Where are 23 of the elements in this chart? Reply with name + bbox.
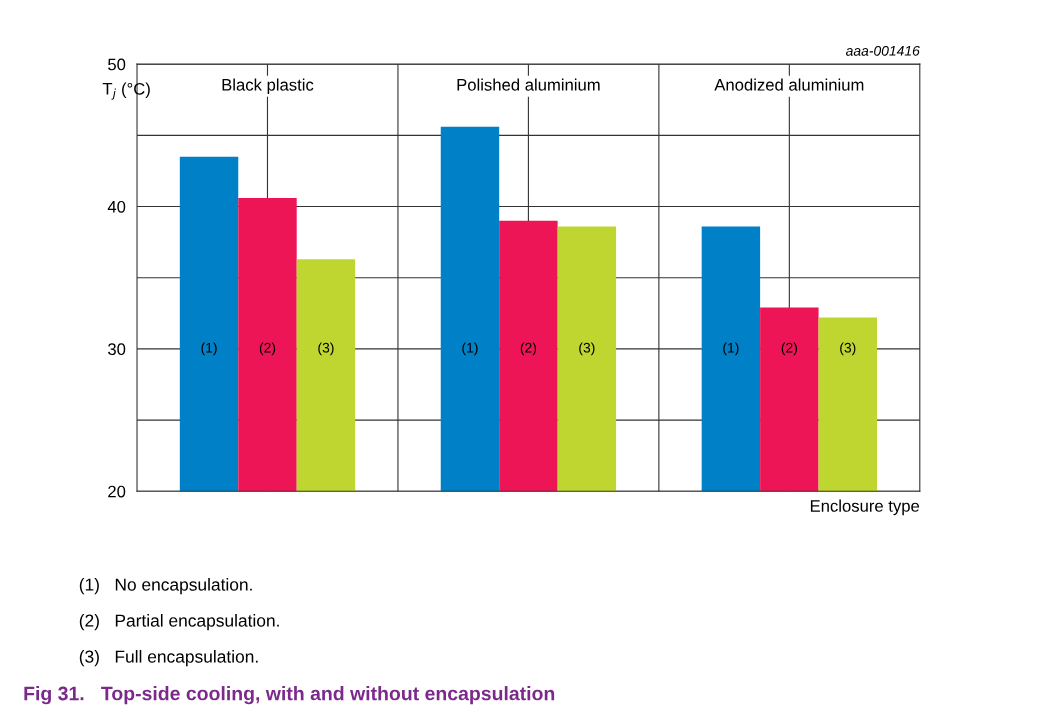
x-tick-label: Black plastic [222, 78, 314, 95]
x-tick-label: Polished aluminium [457, 78, 600, 91]
y-tick-label: 40 [107, 200, 126, 213]
y-tick-label: 20 [108, 485, 126, 498]
text: (2) Partial encapsulation. [79, 614, 279, 631]
text: (3) Full encapsulation. [79, 650, 258, 667]
text: (3) [840, 342, 856, 356]
series-label: (3) [579, 342, 595, 356]
text: (1) [462, 342, 478, 356]
text: (2) [520, 342, 537, 356]
series-label: (1) [201, 342, 217, 356]
text: aaa-001416 [845, 45, 920, 56]
text: (1) [723, 342, 739, 356]
x-axis-title: Enclosure type [810, 499, 920, 516]
y-tick-label: 50 [108, 58, 126, 71]
y-tick-label: 30 [108, 343, 126, 356]
text: Fig 31. Top-side cooling, with and without encapsulation [24, 686, 555, 705]
x-tick-label: Anodized aluminium [714, 78, 864, 91]
text: (3) [318, 342, 334, 356]
y-axis-title: T$_{j}$ (°C) [102, 82, 150, 100]
text: (2) [259, 342, 276, 356]
text: (1) No encapsulation. [79, 577, 252, 595]
series-label: (2) [781, 342, 797, 356]
